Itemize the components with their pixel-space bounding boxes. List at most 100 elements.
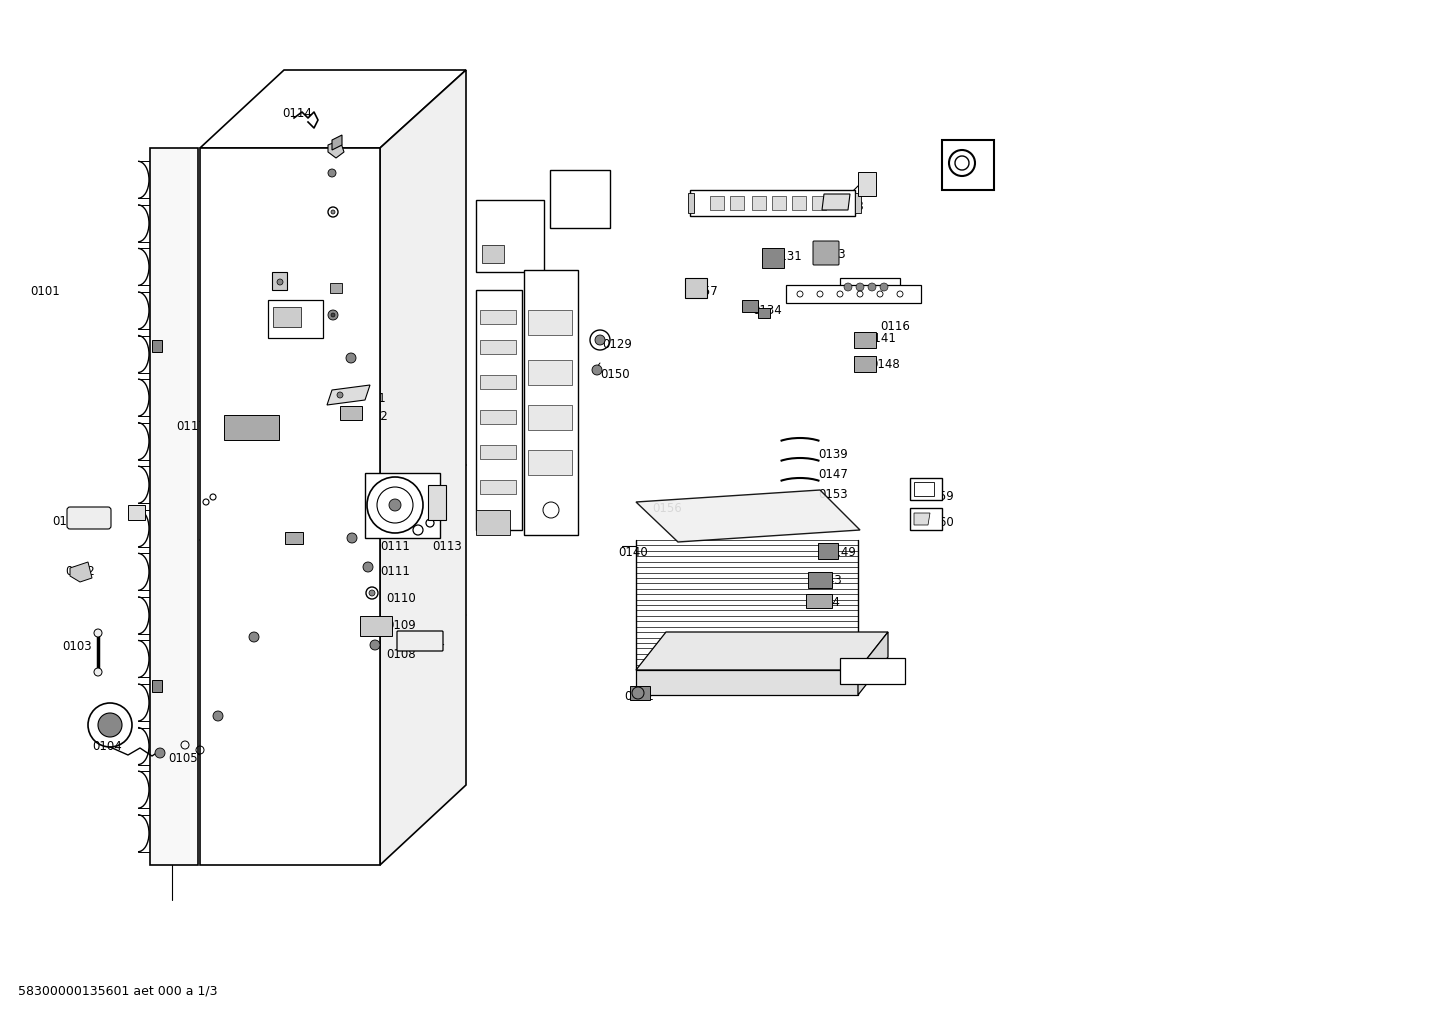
- Text: 0118: 0118: [275, 308, 304, 321]
- Polygon shape: [630, 686, 650, 700]
- Text: 0105: 0105: [221, 600, 249, 613]
- Circle shape: [94, 629, 102, 637]
- Bar: [854, 332, 875, 348]
- Polygon shape: [200, 148, 381, 865]
- Bar: [528, 360, 572, 385]
- Text: 58300000135601 aet 000 a 1/3: 58300000135601 aet 000 a 1/3: [17, 985, 218, 998]
- Bar: [330, 283, 342, 293]
- Polygon shape: [151, 340, 162, 352]
- Text: 0124: 0124: [337, 152, 368, 165]
- Text: 0155: 0155: [52, 515, 82, 528]
- Polygon shape: [523, 270, 578, 535]
- Circle shape: [327, 310, 337, 320]
- Bar: [855, 193, 861, 213]
- Bar: [761, 248, 784, 268]
- Polygon shape: [150, 148, 198, 865]
- Bar: [812, 196, 826, 210]
- Text: 0140: 0140: [619, 546, 647, 559]
- FancyBboxPatch shape: [813, 242, 839, 265]
- Text: 0117: 0117: [176, 420, 206, 433]
- Bar: [480, 445, 516, 459]
- Polygon shape: [71, 562, 92, 582]
- Bar: [480, 480, 516, 494]
- Bar: [743, 300, 758, 312]
- Text: 0127: 0127: [486, 390, 516, 403]
- Text: 0112: 0112: [296, 538, 324, 551]
- Text: 0105: 0105: [169, 752, 198, 765]
- Text: 0199: 0199: [955, 162, 983, 175]
- Bar: [273, 307, 301, 327]
- Text: 0129: 0129: [601, 338, 632, 351]
- Text: 0126: 0126: [555, 178, 585, 191]
- Text: 0114: 0114: [265, 495, 294, 508]
- Text: 0116: 0116: [880, 320, 910, 333]
- Bar: [365, 473, 440, 538]
- Text: 0146: 0146: [411, 508, 441, 521]
- Circle shape: [844, 283, 852, 291]
- Text: 0149: 0149: [826, 546, 857, 559]
- Text: 0147: 0147: [818, 468, 848, 481]
- Circle shape: [389, 499, 401, 511]
- Text: 0104: 0104: [92, 740, 121, 753]
- Text: 0145: 0145: [867, 668, 895, 681]
- Text: 0128: 0128: [531, 415, 559, 428]
- Text: 0109: 0109: [386, 619, 415, 632]
- Bar: [528, 310, 572, 335]
- Circle shape: [249, 632, 260, 642]
- Bar: [286, 532, 303, 544]
- Polygon shape: [822, 194, 849, 210]
- Circle shape: [98, 713, 123, 737]
- Polygon shape: [381, 70, 466, 865]
- Text: 0130: 0130: [715, 198, 744, 211]
- Text: 0151: 0151: [356, 392, 386, 405]
- Text: 0138: 0138: [848, 288, 878, 301]
- Polygon shape: [636, 632, 888, 671]
- Text: 0122: 0122: [337, 210, 368, 223]
- Polygon shape: [476, 290, 522, 530]
- Bar: [480, 310, 516, 324]
- Polygon shape: [332, 135, 342, 150]
- Text: 0153: 0153: [818, 488, 848, 501]
- Bar: [428, 485, 446, 520]
- Text: 0111: 0111: [381, 540, 410, 553]
- Bar: [792, 196, 806, 210]
- Circle shape: [880, 283, 888, 291]
- Polygon shape: [200, 70, 466, 148]
- Text: 0158: 0158: [833, 200, 864, 213]
- Circle shape: [369, 590, 375, 596]
- Text: 0134: 0134: [751, 304, 782, 317]
- Bar: [854, 356, 875, 372]
- Circle shape: [596, 335, 606, 345]
- Bar: [360, 616, 392, 636]
- Bar: [476, 200, 544, 272]
- Text: 0139: 0139: [818, 448, 848, 461]
- Bar: [771, 196, 786, 210]
- Text: 0144: 0144: [810, 596, 839, 609]
- Circle shape: [154, 748, 164, 758]
- Polygon shape: [914, 513, 930, 525]
- Circle shape: [348, 533, 358, 543]
- Bar: [273, 272, 287, 290]
- Text: 0102: 0102: [65, 565, 95, 578]
- Bar: [751, 196, 766, 210]
- Circle shape: [868, 283, 875, 291]
- Circle shape: [346, 353, 356, 363]
- Text: 0141: 0141: [867, 332, 895, 345]
- Bar: [942, 140, 994, 190]
- Bar: [480, 410, 516, 424]
- Bar: [808, 572, 832, 588]
- Polygon shape: [327, 140, 345, 158]
- Polygon shape: [636, 490, 859, 542]
- Bar: [841, 658, 906, 684]
- Text: 0123: 0123: [337, 182, 368, 195]
- Text: 0113: 0113: [433, 540, 461, 553]
- Text: 0121: 0121: [277, 278, 307, 291]
- Text: 0154: 0154: [415, 637, 444, 650]
- Bar: [528, 450, 572, 475]
- Circle shape: [332, 210, 335, 214]
- Bar: [910, 478, 942, 500]
- Text: 0148: 0148: [870, 358, 900, 371]
- Bar: [730, 196, 744, 210]
- Text: 0105: 0105: [306, 580, 335, 593]
- Bar: [528, 405, 572, 430]
